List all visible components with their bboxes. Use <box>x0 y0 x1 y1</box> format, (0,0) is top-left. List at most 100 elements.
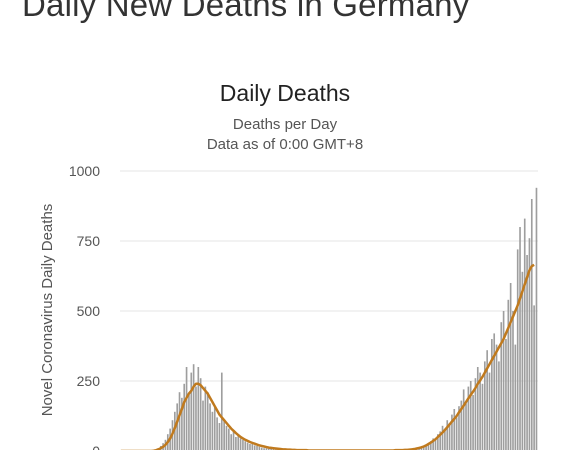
bar <box>469 381 472 450</box>
bar <box>432 438 434 450</box>
bar <box>251 443 254 450</box>
bar <box>507 299 510 450</box>
bar <box>465 403 467 450</box>
bar <box>181 397 183 450</box>
bar <box>441 425 444 450</box>
bar <box>195 386 197 450</box>
bar <box>502 311 505 450</box>
bar <box>265 448 268 450</box>
bar <box>225 425 228 450</box>
bar <box>512 311 514 450</box>
bar <box>495 344 498 450</box>
y-tick-label: 500 <box>77 303 101 319</box>
bar <box>514 344 517 450</box>
bar <box>253 445 256 450</box>
bar <box>491 339 493 450</box>
bar <box>230 434 233 450</box>
bar <box>526 255 528 450</box>
chart-subtitle: Deaths per Day <box>232 116 338 133</box>
y-axis-ticks: 0 250 500 750 1000 <box>69 163 100 450</box>
bar <box>448 423 451 450</box>
bar <box>521 271 524 450</box>
bar <box>220 372 223 450</box>
bar <box>190 372 193 450</box>
bar <box>199 378 202 450</box>
bar <box>204 386 207 450</box>
bar <box>244 441 247 450</box>
bar <box>460 400 463 450</box>
bar <box>232 431 235 450</box>
bar <box>209 403 211 450</box>
bar <box>458 406 460 450</box>
bar <box>530 199 533 450</box>
moving-average-line <box>120 263 535 450</box>
bar <box>434 439 437 450</box>
bar <box>237 435 240 450</box>
bar <box>519 227 521 450</box>
bar <box>439 431 442 450</box>
bar <box>509 283 512 450</box>
page-title: Daily New Deaths in Germany <box>22 0 470 23</box>
bar <box>249 444 251 450</box>
bar <box>270 448 272 450</box>
bar <box>263 448 265 450</box>
bar <box>228 428 230 450</box>
bar <box>192 364 195 450</box>
bar <box>444 428 446 450</box>
bar <box>427 443 430 450</box>
bar-series <box>155 187 538 450</box>
bar <box>211 411 214 450</box>
bar <box>260 447 263 450</box>
bar <box>246 442 249 450</box>
bar <box>223 420 225 450</box>
bar <box>479 372 481 450</box>
bar <box>213 406 216 450</box>
bar <box>242 439 244 450</box>
bar <box>535 187 538 450</box>
bar <box>258 446 261 450</box>
bar <box>516 249 519 450</box>
chart-data-date: Data as of 0:00 GMT+8 <box>206 136 364 153</box>
bar <box>437 434 439 450</box>
bar <box>462 389 465 450</box>
bar <box>451 414 453 450</box>
bar <box>176 403 178 450</box>
chart-grid <box>120 170 538 382</box>
bar <box>528 238 531 450</box>
chart-title: Daily Deaths <box>219 80 351 106</box>
bar <box>425 444 427 450</box>
bar <box>197 367 200 450</box>
bar <box>422 445 425 450</box>
bar <box>493 333 496 450</box>
bar <box>235 437 237 450</box>
bar <box>498 361 500 450</box>
bar <box>216 417 218 450</box>
bar <box>474 378 477 450</box>
bar <box>178 392 181 450</box>
bar <box>183 383 186 450</box>
bar <box>188 395 190 450</box>
bar <box>218 423 221 450</box>
bar <box>533 305 535 450</box>
bar <box>202 400 204 450</box>
bar <box>455 417 458 450</box>
bar <box>206 392 209 450</box>
bar <box>483 361 486 450</box>
y-axis-label: Novel Coronavirus Daily Deaths <box>39 204 56 417</box>
bar <box>505 339 507 450</box>
y-tick-label: 1000 <box>69 163 100 179</box>
bar <box>429 441 432 450</box>
bar <box>472 395 474 450</box>
y-tick-label: 250 <box>77 373 101 389</box>
bar <box>453 409 456 450</box>
bar <box>467 386 470 450</box>
bar <box>239 438 242 450</box>
bar <box>481 383 484 450</box>
bar <box>523 218 526 450</box>
bar <box>486 350 488 450</box>
bar <box>500 322 503 450</box>
y-tick-label: 750 <box>77 233 101 249</box>
bar <box>488 372 491 450</box>
bar <box>476 367 479 450</box>
